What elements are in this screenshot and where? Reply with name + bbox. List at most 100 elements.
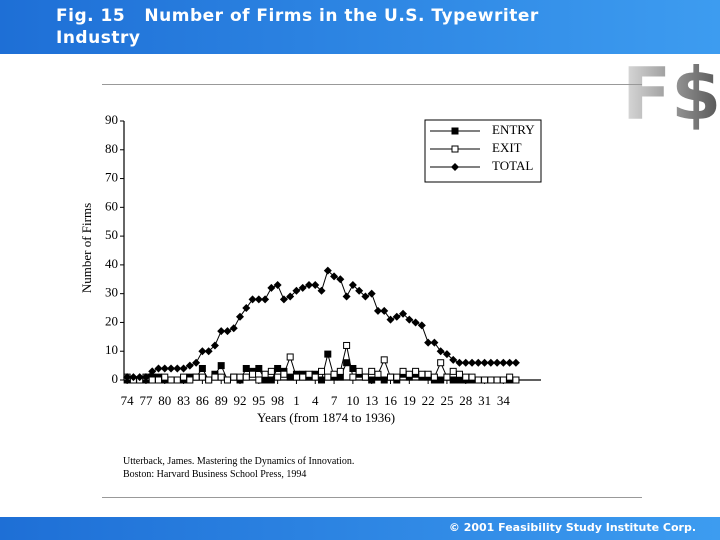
data-point <box>198 347 207 356</box>
x-tick-label: 83 <box>177 393 190 408</box>
data-point <box>411 318 420 327</box>
legend-label: EXIT <box>492 140 522 155</box>
data-point <box>185 361 194 370</box>
data-point <box>267 376 275 384</box>
x-tick-label: 13 <box>365 393 378 408</box>
data-point <box>399 309 408 318</box>
data-point <box>437 359 445 367</box>
footer-bar: © 2001 Feasibility Study Institute Corp. <box>0 517 720 540</box>
data-point <box>512 376 520 384</box>
data-point <box>468 358 477 367</box>
data-point <box>443 373 451 381</box>
data-point <box>393 373 401 381</box>
data-point <box>318 367 326 375</box>
data-point <box>361 292 370 301</box>
data-point <box>242 373 250 381</box>
data-point <box>236 312 245 321</box>
data-point <box>304 281 313 290</box>
x-tick-label: 28 <box>459 393 472 408</box>
data-point <box>430 338 439 347</box>
data-point <box>486 358 495 367</box>
data-point <box>387 373 395 381</box>
data-point <box>242 304 251 313</box>
x-tick-label: 10 <box>346 393 359 408</box>
data-point <box>449 376 457 384</box>
data-point <box>230 373 238 381</box>
data-point <box>343 341 351 349</box>
data-point <box>267 283 276 292</box>
data-point <box>249 370 257 378</box>
data-point <box>461 358 470 367</box>
data-point <box>274 364 282 372</box>
data-point <box>135 373 144 382</box>
y-tick-label: 60 <box>105 198 118 213</box>
data-point <box>311 281 320 290</box>
data-point <box>198 364 206 372</box>
x-tick-label: 16 <box>384 393 398 408</box>
x-tick-label: 98 <box>271 393 284 408</box>
header-bar: Fig. 15 Number of Firms in the U.S. Type… <box>0 0 720 54</box>
data-point <box>368 376 376 384</box>
data-point <box>474 358 483 367</box>
data-point <box>480 358 489 367</box>
data-point <box>292 286 301 295</box>
data-point <box>348 281 357 290</box>
data-point <box>399 367 407 375</box>
x-tick-label: 19 <box>403 393 416 408</box>
data-point <box>437 376 445 384</box>
data-point <box>324 373 332 381</box>
data-point <box>154 364 163 373</box>
logo: F$ <box>622 52 720 136</box>
data-point <box>343 359 351 367</box>
data-point <box>180 373 188 381</box>
data-point <box>462 373 470 381</box>
data-point <box>455 370 463 378</box>
data-point <box>210 341 219 350</box>
data-point <box>417 321 426 330</box>
data-point <box>418 370 426 378</box>
data-point <box>242 364 250 372</box>
data-point <box>405 370 413 378</box>
data-point <box>292 373 300 381</box>
slide-title: Fig. 15 Number of Firms in the U.S. Type… <box>56 6 546 48</box>
x-tick-label: 74 <box>121 393 135 408</box>
data-point <box>493 376 501 384</box>
y-tick-label: 70 <box>105 170 118 185</box>
data-point <box>173 376 181 384</box>
data-point <box>323 266 332 275</box>
data-point <box>342 292 351 301</box>
data-point <box>261 370 269 378</box>
x-tick-label: 22 <box>422 393 435 408</box>
data-point <box>167 376 175 384</box>
data-point <box>380 356 388 364</box>
citation: Boston: Harvard Business School Press, 1… <box>123 469 307 480</box>
data-point <box>298 283 307 292</box>
rule <box>102 497 642 498</box>
data-point <box>436 347 445 356</box>
data-point <box>217 362 225 370</box>
data-point <box>412 367 420 375</box>
data-point <box>311 373 319 381</box>
data-point <box>223 327 232 336</box>
data-point <box>374 370 382 378</box>
data-point <box>424 370 432 378</box>
legend-box <box>424 119 542 183</box>
data-point <box>493 358 502 367</box>
data-point <box>286 292 295 301</box>
data-point <box>204 347 213 356</box>
x-tick-label: 95 <box>252 393 265 408</box>
x-tick-label: 34 <box>497 393 511 408</box>
data-point <box>286 373 294 381</box>
x-tick-label: 31 <box>478 393 491 408</box>
data-point <box>148 376 156 384</box>
data-point <box>506 373 514 381</box>
data-point <box>368 367 376 375</box>
legend-label: TOTAL <box>492 158 533 173</box>
data-point <box>373 306 382 315</box>
data-point <box>455 358 464 367</box>
data-point <box>367 289 376 298</box>
data-point <box>286 353 294 361</box>
x-tick-label: 80 <box>158 393 171 408</box>
x-tick-label: 1 <box>293 393 300 408</box>
data-point <box>336 367 344 375</box>
